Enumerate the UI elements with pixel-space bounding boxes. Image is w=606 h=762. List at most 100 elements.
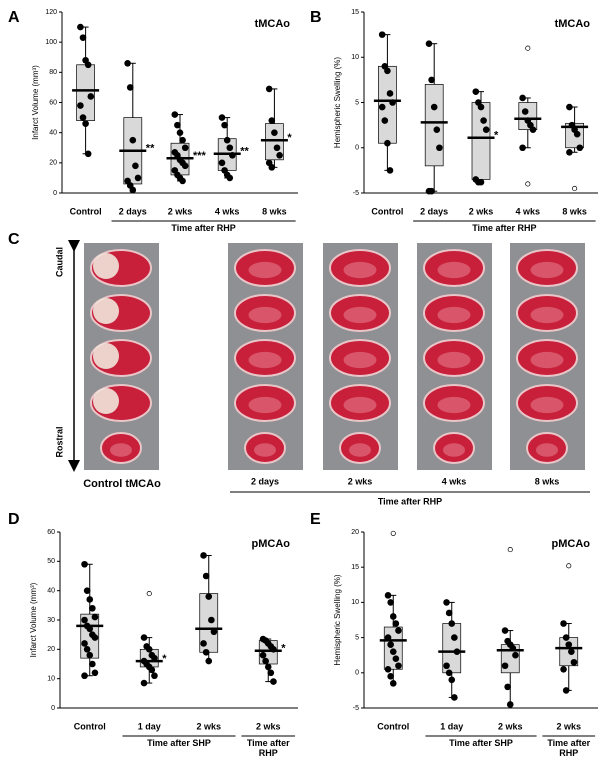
data-point [448,676,456,684]
significance: * [287,132,292,144]
data-point [129,186,137,194]
x-tick-label: 8 wks [262,206,287,216]
data-point [512,651,519,659]
significance: * [162,653,167,665]
data-point [200,552,207,559]
x-tick-label: 1 day [138,721,161,731]
data-point [501,662,509,670]
data-point [433,126,441,133]
data-point [140,634,148,641]
data-point [223,136,231,144]
data-point [443,662,450,670]
data-point [395,627,402,634]
y-tick-label: 15 [351,564,359,571]
panel-label: C [8,231,20,248]
data-point [174,121,181,129]
outlier [390,530,396,536]
significance: ** [240,146,249,158]
data-point [202,572,210,580]
data-point [91,634,99,641]
control-label: Control tMCAo [83,478,161,490]
x-tick-label: Control [377,721,409,731]
panel-label: B [310,9,322,26]
data-point [519,94,526,102]
brain-highlight [437,351,471,369]
data-point [271,129,278,136]
data-point [202,648,210,656]
outlier [507,547,513,553]
data-point [472,88,480,95]
data-point [480,117,487,124]
data-point [506,701,514,708]
data-point [576,144,584,152]
data-point [82,120,89,127]
outlier [525,45,531,51]
y-tick-label: 5 [355,634,359,641]
data-point [84,61,92,69]
data-point [259,651,267,659]
data-point [200,640,207,647]
brain-highlight [530,396,564,414]
y-tick-label: 20 [49,160,57,167]
y-tick-label: 10 [351,54,359,61]
data-point [445,669,453,677]
data-point [83,646,91,653]
group-label: Time after RHP [472,223,536,233]
data-point [81,560,88,568]
data-point [86,596,94,603]
data-point [205,593,213,600]
brain-highlight [530,306,564,324]
column-label: 4 wks [442,476,467,486]
chart-title: tMCAo [255,18,291,30]
group-label: Time after RHP [171,223,236,233]
data-point [445,609,453,617]
infarct-region [93,388,119,414]
data-point [387,673,394,680]
infarct-region [93,343,119,369]
data-point [218,159,226,167]
data-point [566,103,573,111]
data-point [81,640,88,647]
data-point [560,665,567,673]
x-tick-label: 4 wks [516,206,541,216]
data-point [226,144,234,152]
chart-title: pMCAo [552,538,591,550]
data-point [179,177,186,185]
y-tick-label: 120 [45,9,57,16]
y-tick-label: 40 [49,130,57,137]
group-label-text: Time after RHP [171,223,236,233]
y-tick-label: 40 [47,588,55,595]
significance: * [494,130,499,142]
column-label: 8 wks [535,476,560,486]
data-point [501,627,509,634]
data-point [176,129,184,136]
data-point [268,164,276,171]
data-point [81,616,88,624]
data-point [448,620,456,627]
data-point [221,121,228,129]
box [265,123,284,161]
y-tick-label: 5 [355,99,359,106]
brain-highlight [110,443,132,457]
data-point [392,620,400,627]
data-point [568,648,575,655]
x-tick-label: 2 wks [168,206,193,216]
x-tick-label: 2 days [420,206,448,216]
data-point [181,162,189,170]
group-label: Time after RHP [547,738,590,758]
data-point [270,678,277,685]
data-point [389,613,397,620]
data-point [430,103,438,111]
y-tick-label: 80 [49,69,57,76]
y-tick-label: 60 [47,529,55,536]
data-point [181,144,189,152]
data-point [91,613,99,621]
box [76,64,95,121]
group-label-text: Time after RHP [246,738,290,758]
data-point [273,144,281,152]
brain-highlight [343,261,377,279]
data-point [428,76,435,84]
x-tick-label: 2 wks [469,206,494,216]
data-point [504,683,511,691]
data-point [482,126,490,133]
